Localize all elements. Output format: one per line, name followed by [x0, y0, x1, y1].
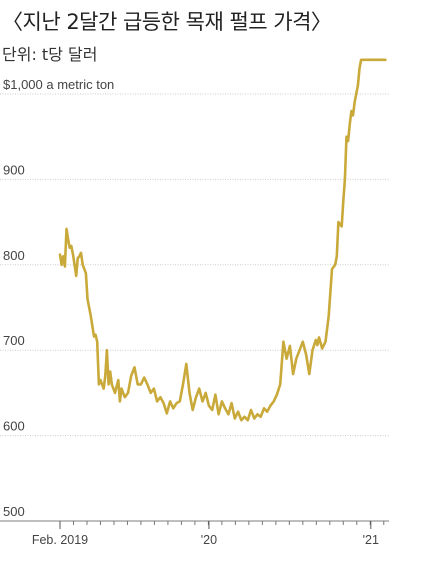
unit-label: 단위: t당 달러 [2, 45, 98, 64]
chart-title: 〈지난 2달간 급등한 목재 펄프 가격〉 [2, 10, 332, 34]
y-tick-labels: $1,000 a metric ton 900 800 700 600 500 [3, 77, 114, 519]
grid-lines [0, 93, 389, 522]
x-tick-label: Feb. 2019 [32, 533, 88, 547]
y-tick-label: 500 [3, 504, 25, 519]
y-tick-label: 900 [3, 162, 25, 177]
series-group [58, 58, 387, 422]
x-tick-label: '21 [363, 533, 379, 547]
y-tick-label: 700 [3, 333, 25, 348]
y-tick-label: 800 [3, 248, 25, 263]
series-line [58, 58, 387, 422]
x-axis: Feb. 2019 '20 '21 [32, 521, 385, 547]
y-tick-label: $1,000 a metric ton [3, 77, 114, 92]
y-tick-label: 600 [3, 419, 25, 434]
x-tick-label: '20 [201, 533, 217, 547]
